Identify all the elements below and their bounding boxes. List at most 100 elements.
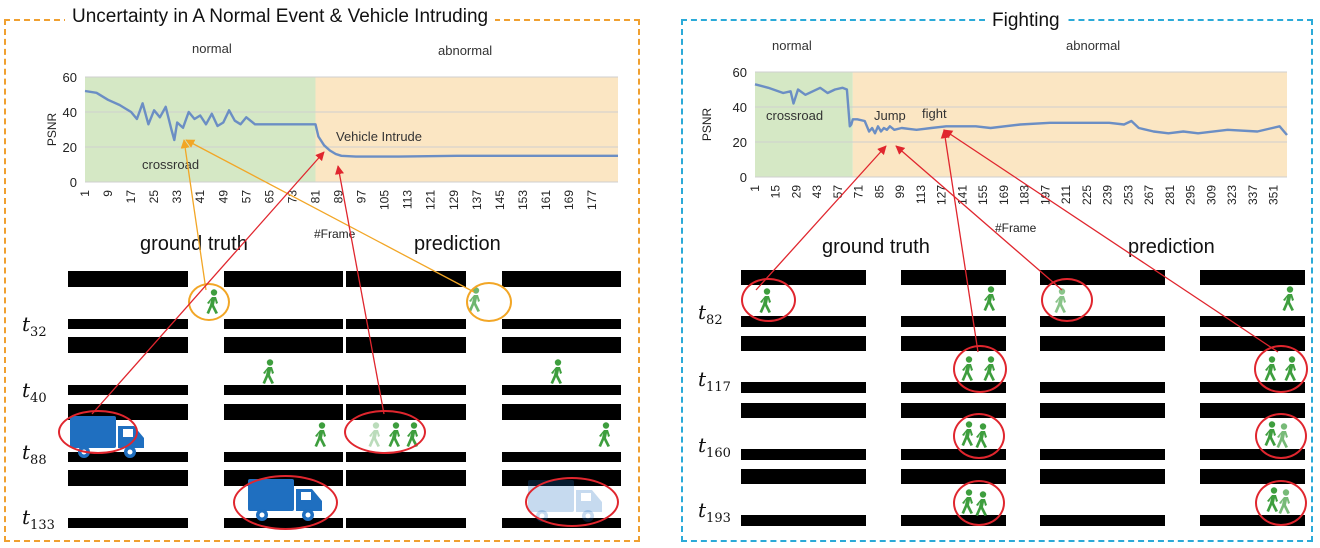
left-chart-xtick-label: 105 xyxy=(378,190,392,210)
right-row-label-t117: t117 xyxy=(698,367,731,395)
left-gt-frame-2 xyxy=(68,337,343,395)
left-chart-xtick-label: 41 xyxy=(193,190,207,204)
pedestrian-icon xyxy=(1280,286,1298,317)
right-gt-frame-2-crossing xyxy=(866,336,901,393)
left-psnr-chart: 0 20 40 60 1 9 17 25 33 41 49 57 65 73 81 89 97 105 113 121… xyxy=(45,70,618,241)
right-row-label-t160: t160 xyxy=(698,433,731,461)
right-gt-frame-4-crossing xyxy=(866,469,901,526)
right-row-label-t82: t82 xyxy=(698,300,723,328)
right-chart-xtick-label: 155 xyxy=(976,185,990,205)
right-chart-series-line xyxy=(754,83,1288,136)
right-chart-xtick-label: 225 xyxy=(1080,185,1094,205)
left-prediction-caption: prediction xyxy=(414,233,501,255)
left-row-label-t133: t133 xyxy=(22,505,55,533)
left-chart-xtick-label: 49 xyxy=(216,190,230,204)
right-chart-xtick-label: 1 xyxy=(748,185,762,192)
left-pred-t88-highlight xyxy=(344,410,426,454)
right-chart-xtick-label: 29 xyxy=(789,185,803,199)
right-chart-xtick-label: 113 xyxy=(914,185,928,204)
right-pred-frame-1-crossing xyxy=(1165,270,1200,327)
right-chart-xtick-label: 141 xyxy=(955,185,969,205)
right-crossroad-annotation: crossroad xyxy=(766,108,824,123)
left-chart-xtick-label: 89 xyxy=(332,190,346,204)
right-pred-frame-3-crossing xyxy=(1165,403,1200,460)
right-prediction-caption: prediction xyxy=(1128,236,1215,258)
right-chart-xtick-label: 281 xyxy=(1163,185,1177,205)
left-normal-label: normal xyxy=(192,41,232,56)
pedestrian-icon xyxy=(260,359,278,390)
right-chart-xtick-label: 211 xyxy=(1059,185,1073,204)
left-gt-t133-highlight xyxy=(233,475,338,530)
right-chart-ytick-label: 40 xyxy=(733,100,747,115)
left-gt-frame-3-crossing xyxy=(188,404,224,462)
left-chart-xtick-label: 137 xyxy=(470,190,484,210)
right-chart-xtick-label: 127 xyxy=(935,185,949,205)
left-row-label-t32: t32 xyxy=(22,312,47,340)
right-chart-xtick-label: 85 xyxy=(872,185,886,199)
right-pred-t193-highlight xyxy=(1255,480,1307,526)
right-chart-xtick-label: 295 xyxy=(1184,185,1198,205)
right-ground-truth-caption: ground truth xyxy=(822,236,930,258)
right-gt-t160-highlight xyxy=(953,413,1005,459)
left-chart-xlabel: #Frame xyxy=(314,227,356,241)
left-pred-frame-2 xyxy=(346,337,621,395)
right-gt-frame-3-crossing xyxy=(866,403,901,460)
right-row-label-t193: t193 xyxy=(698,498,731,526)
left-pred-frame-3-crossing xyxy=(466,404,502,462)
right-chart-region-abnormal xyxy=(852,72,1287,177)
right-pred-frame-2-crossing xyxy=(1165,336,1200,393)
left-chart-xtick-label: 153 xyxy=(516,190,530,210)
left-panel-title: Uncertainty in A Normal Event & Vehicle … xyxy=(65,6,496,28)
left-chart-xtick-label: 81 xyxy=(308,190,322,204)
left-pred-frame-2-crossing xyxy=(466,337,502,395)
left-chart-xtick-label: 57 xyxy=(239,190,253,204)
left-gt-t32-highlight xyxy=(188,283,230,321)
pedestrian-icon xyxy=(548,359,566,390)
right-abnormal-label: abnormal xyxy=(1066,38,1121,53)
right-chart-xtick-label: 239 xyxy=(1101,185,1115,205)
right-chart-xlabel: #Frame xyxy=(995,221,1037,235)
left-chart-xtick-label: 97 xyxy=(355,190,369,204)
right-jump-annotation: Jump xyxy=(874,108,906,123)
right-chart-xtick-label: 99 xyxy=(893,185,907,199)
right-chart-xtick-label: 323 xyxy=(1225,185,1239,205)
left-chart-ylabel: PSNR xyxy=(45,112,59,146)
right-chart-xtick-label: 337 xyxy=(1246,185,1260,205)
left-pred-frame-4-crossing xyxy=(466,470,502,528)
left-chart-xtick-label: 17 xyxy=(124,190,138,204)
right-chart-xtick-label: 71 xyxy=(852,185,866,199)
left-gt-frame-4-crossing xyxy=(188,470,224,528)
right-chart-xtick-label: 351 xyxy=(1267,185,1281,205)
left-ground-truth-caption: ground truth xyxy=(140,233,248,255)
left-chart-xtick-label: 169 xyxy=(562,190,576,210)
right-gt-t117-highlight xyxy=(953,345,1007,393)
right-pred-t160-highlight xyxy=(1255,413,1307,459)
left-chart-xtick-label: 129 xyxy=(447,190,461,210)
right-chart-ytick-label: 0 xyxy=(740,170,747,185)
pedestrian-icon xyxy=(596,422,614,453)
right-chart-xtick-label: 267 xyxy=(1142,185,1156,205)
right-pred-t117-highlight xyxy=(1254,345,1308,393)
left-chart-xtick-label: 25 xyxy=(147,190,161,204)
left-chart-xtick-label: 145 xyxy=(493,190,507,210)
left-row-label-t40: t40 xyxy=(22,378,47,406)
left-pred-t32-highlight xyxy=(466,282,512,322)
pedestrian-icon xyxy=(981,286,999,317)
right-chart-ytick-label: 60 xyxy=(733,65,747,80)
left-chart-xtick-label: 9 xyxy=(101,190,115,197)
left-chart-xtick-label: 33 xyxy=(170,190,184,204)
left-abnormal-label: abnormal xyxy=(438,43,493,58)
left-chart-xtick-label: 73 xyxy=(285,190,299,204)
left-chart-ytick-label: 0 xyxy=(70,175,77,190)
left-chart-ytick-label: 40 xyxy=(63,105,77,120)
left-row-label-t88: t88 xyxy=(22,440,47,468)
right-chart-xtick-label: 57 xyxy=(831,185,845,199)
left-chart-ytick-label: 60 xyxy=(63,70,77,85)
left-chart-xtick-label: 65 xyxy=(262,190,276,204)
left-chart-xtick-label: 121 xyxy=(424,190,438,210)
right-chart-ytick-label: 20 xyxy=(733,135,747,150)
left-crossroad-annotation: crossroad xyxy=(142,157,200,172)
right-gt-frame-1-crossing xyxy=(866,270,901,327)
right-chart-ylabel: PSNR xyxy=(700,107,714,141)
right-chart-xtick-label: 253 xyxy=(1121,185,1135,205)
